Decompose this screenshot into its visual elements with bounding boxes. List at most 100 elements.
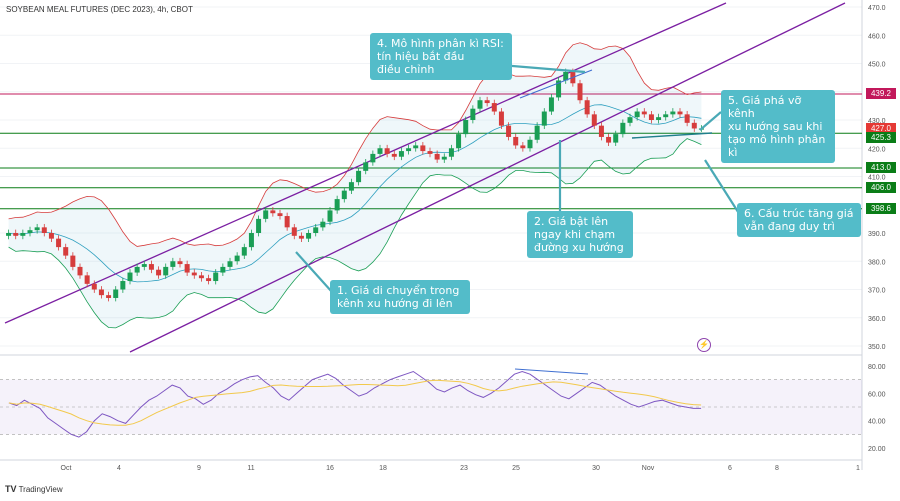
annotation-4: 4. Mô hình phân kì RSI: tín hiệu bắt đầu… xyxy=(370,33,512,80)
candle-body xyxy=(341,190,347,200)
candle-body xyxy=(456,134,462,149)
rsi-band-fill xyxy=(0,379,862,435)
candle-body xyxy=(198,275,204,279)
candle-body xyxy=(470,108,476,120)
candle-body xyxy=(670,111,676,115)
candle-body xyxy=(70,255,76,267)
candle-body xyxy=(384,148,390,154)
time-tick-label: 6 xyxy=(728,465,732,472)
candle-body xyxy=(563,71,569,81)
channel-lower-line xyxy=(129,2,846,353)
candle-body xyxy=(277,213,283,217)
axes: 470.0460.0450.0440.0430.0420.0410.0390.0… xyxy=(61,5,886,472)
candle-body xyxy=(120,281,126,290)
price-tick-label: 380.0 xyxy=(868,259,886,266)
candle-body xyxy=(27,230,33,233)
candle-body xyxy=(334,199,340,211)
price-tag-413: 413.0 xyxy=(866,162,896,173)
candle-body xyxy=(548,97,554,112)
price-tag-406: 406.0 xyxy=(866,182,896,193)
candle-body xyxy=(156,269,162,276)
candle-body xyxy=(370,153,376,163)
time-tick-label: 16 xyxy=(326,465,334,472)
breakdown-line xyxy=(631,132,713,139)
candle-body xyxy=(256,218,262,233)
candle-body xyxy=(34,227,40,231)
candle-body xyxy=(106,295,112,298)
rsi-tick-label: 20.00 xyxy=(868,446,886,453)
candle-body xyxy=(98,289,104,296)
candle-body xyxy=(227,261,233,267)
lightning-icon[interactable]: ⚡ xyxy=(697,338,711,352)
annotation-1: 1. Giá di chuyển trong kênh xu hướng đi … xyxy=(330,280,470,314)
price-tick-label: 360.0 xyxy=(868,316,886,323)
candle-body xyxy=(691,122,697,129)
candle-body xyxy=(598,125,604,137)
annotation-2: 2. Giá bật lên ngay khi chạm đường xu hư… xyxy=(527,211,633,258)
chart-panes xyxy=(0,0,863,470)
candle-body xyxy=(84,275,90,284)
candle-body xyxy=(477,100,483,109)
candle-body xyxy=(420,145,426,152)
candle-body xyxy=(270,210,276,214)
candle-body xyxy=(363,162,369,171)
band-lower-line xyxy=(8,138,702,329)
candle-body xyxy=(141,264,147,267)
price-tick-label: 430.0 xyxy=(868,118,886,125)
candle-body xyxy=(206,278,212,282)
price-tick-label: 350.0 xyxy=(868,344,886,351)
candle-body xyxy=(491,103,497,112)
rsi-ma-line xyxy=(8,379,702,426)
tradingview-logo[interactable]: TV TradingView xyxy=(5,484,63,494)
candle-body xyxy=(577,83,583,101)
candle-body xyxy=(463,120,469,135)
annotation-pointer xyxy=(699,111,722,131)
band-fill xyxy=(8,42,702,328)
annotation-6: 6. Cấu trúc tăng giá vẫn đang duy trì xyxy=(737,203,861,237)
candle-body xyxy=(434,153,440,160)
candle-body xyxy=(606,136,612,143)
candle-body xyxy=(184,264,190,273)
candle-body xyxy=(170,261,176,267)
candle-body xyxy=(684,114,690,123)
candle-body xyxy=(398,151,404,157)
chart-title: SOYBEAN MEAL FUTURES (DEC 2023), 4h, CBO… xyxy=(6,5,193,14)
candle-body xyxy=(234,255,240,262)
candle-body xyxy=(241,247,247,256)
candle-body xyxy=(506,125,512,137)
time-tick-label: 11 xyxy=(247,465,254,472)
candle-body xyxy=(220,266,226,273)
price-divergence-line xyxy=(519,69,593,99)
candle-body xyxy=(591,114,597,126)
candle-body xyxy=(584,100,590,115)
candle-body xyxy=(391,153,397,157)
candle-body xyxy=(298,235,304,239)
candle-body xyxy=(498,111,504,126)
candle-body xyxy=(613,134,619,143)
rsi-tick-label: 80.00 xyxy=(868,364,886,371)
candle-body xyxy=(56,238,62,248)
candle-body xyxy=(620,122,626,135)
candle-body xyxy=(20,233,26,236)
candle-body xyxy=(356,170,362,183)
candle-body xyxy=(91,283,97,290)
candle-body xyxy=(413,145,419,149)
candle-body xyxy=(263,210,269,219)
candle-body xyxy=(177,261,183,265)
annotation-pointer xyxy=(499,63,586,74)
candle-body xyxy=(134,266,140,273)
candle-body xyxy=(13,233,19,236)
candle-body xyxy=(291,227,297,236)
candle-body xyxy=(320,221,326,228)
price-tick-label: 450.0 xyxy=(868,62,886,69)
annotation-pointers xyxy=(295,63,741,375)
candle-body xyxy=(556,80,562,98)
candle-body xyxy=(484,100,490,104)
candle-body xyxy=(6,233,12,236)
tv-logo-icon: TV xyxy=(5,484,17,494)
candle-body xyxy=(306,233,312,239)
candle-body xyxy=(634,111,640,118)
candle-body xyxy=(213,272,219,282)
rsi-tick-label: 60.00 xyxy=(868,391,886,398)
